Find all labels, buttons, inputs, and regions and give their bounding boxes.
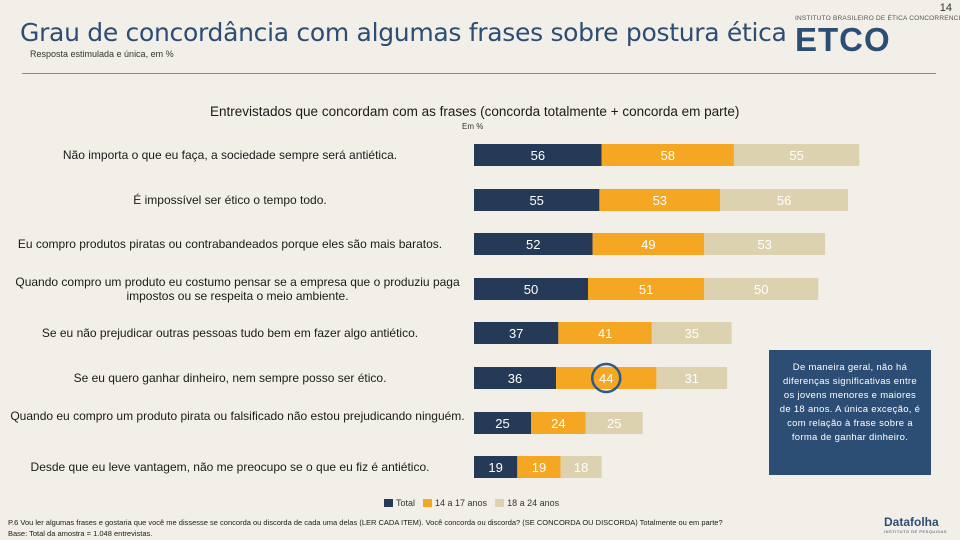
data-label-18-a-24-anos-3: 53 bbox=[757, 237, 771, 252]
category-label-6: Se eu quero ganhar dinheiro, nem sempre … bbox=[73, 371, 387, 385]
data-label-total-8: 19 bbox=[488, 460, 502, 475]
category-label-7: Quando eu compro um produto pirata ou fa… bbox=[10, 409, 465, 423]
chart-title: Entrevistados que concordam com as frase… bbox=[210, 104, 740, 119]
bar-total-3 bbox=[474, 233, 593, 255]
bar-14-a-17-anos-1 bbox=[601, 144, 734, 166]
bar-total-5 bbox=[474, 322, 559, 344]
data-label-total-1: 56 bbox=[531, 148, 545, 163]
etco-logo-word: ETCO bbox=[795, 21, 891, 58]
data-label-total-6: 36 bbox=[508, 371, 522, 386]
legend-item-14-17: 14 a 17 anos bbox=[423, 498, 487, 508]
legend-label-18-24: 18 a 24 anos bbox=[507, 498, 560, 508]
highlight-circle bbox=[590, 362, 622, 394]
bar-14-a-17-anos-3 bbox=[592, 233, 705, 255]
category-label-8: Desde que eu leve vantagem, não me preoc… bbox=[30, 460, 430, 474]
bar-18-a-24-anos-6 bbox=[656, 367, 728, 389]
bar-14-a-17-anos-7 bbox=[531, 412, 586, 434]
data-label-14-a-17-anos-3: 49 bbox=[641, 237, 655, 252]
chart-unit: Em % bbox=[462, 122, 484, 131]
bar-18-a-24-anos-5 bbox=[651, 322, 732, 344]
bar-total-1 bbox=[474, 144, 602, 166]
bar-18-a-24-anos-1 bbox=[733, 144, 860, 166]
legend-label-14-17: 14 a 17 anos bbox=[435, 498, 488, 508]
footnote-base: Base: Total da amostra = 1.048 entrevist… bbox=[8, 529, 153, 538]
category-label-5: Se eu não prejudicar outras pessoas tudo… bbox=[41, 326, 419, 340]
bar-total-6 bbox=[474, 367, 557, 389]
data-label-14-a-17-anos-5: 41 bbox=[598, 326, 612, 341]
bar-total-2 bbox=[474, 189, 600, 211]
legend-swatch-18-24 bbox=[495, 499, 505, 507]
legend-label-total: Total bbox=[396, 498, 416, 508]
data-label-18-a-24-anos-8: 18 bbox=[574, 460, 588, 475]
data-label-14-a-17-anos-4: 51 bbox=[639, 282, 653, 297]
chart-legend: Total 14 a 17 anos 18 a 24 anos bbox=[384, 498, 559, 508]
page-subtitle: Resposta estimulada e única, em % bbox=[30, 49, 174, 59]
bar-total-8 bbox=[474, 456, 518, 478]
bar-14-a-17-anos-5 bbox=[558, 322, 652, 344]
data-label-18-a-24-anos-4: 50 bbox=[754, 282, 768, 297]
legend-item-total: Total bbox=[384, 498, 415, 508]
footnote: P.6 Vou ler algumas frases e gostaria qu… bbox=[8, 517, 723, 539]
data-label-14-a-17-anos-1: 58 bbox=[661, 148, 675, 163]
datafolha-logo-name: Datafolha bbox=[884, 515, 939, 529]
header-divider bbox=[22, 73, 936, 74]
data-label-14-a-17-anos-7: 24 bbox=[551, 416, 565, 431]
bar-14-a-17-anos-8 bbox=[517, 456, 561, 478]
data-label-total-3: 52 bbox=[526, 237, 540, 252]
etco-logo: INSTITUTO BRASILEIRO DE ÉTICA CONCORRENC… bbox=[795, 15, 960, 65]
data-label-18-a-24-anos-5: 35 bbox=[685, 326, 699, 341]
bar-14-a-17-anos-2 bbox=[599, 189, 721, 211]
category-label-4: Quando compro um produto eu costumo pens… bbox=[15, 275, 460, 303]
legend-item-18-24: 18 a 24 anos bbox=[495, 498, 559, 508]
etco-logo-caption: INSTITUTO BRASILEIRO DE ÉTICA CONCORRENC… bbox=[795, 15, 960, 22]
data-label-total-2: 55 bbox=[529, 193, 543, 208]
datafolha-logo: Datafolha INSTITUTO DE PESQUISAS bbox=[884, 515, 947, 534]
legend-swatch-14-17 bbox=[423, 499, 433, 507]
data-label-14-a-17-anos-6: 44 bbox=[599, 371, 613, 386]
bar-18-a-24-anos-2 bbox=[720, 189, 848, 211]
legend-swatch-total bbox=[384, 499, 393, 507]
data-label-18-a-24-anos-2: 56 bbox=[777, 193, 791, 208]
bar-total-7 bbox=[474, 412, 531, 434]
data-label-18-a-24-anos-1: 55 bbox=[789, 148, 803, 163]
category-label-1: Não importa o que eu faça, a sociedade s… bbox=[62, 148, 398, 162]
category-label-2: É impossível ser ético o tempo todo. bbox=[133, 193, 327, 207]
bar-18-a-24-anos-8 bbox=[560, 456, 602, 478]
datafolha-logo-sub: INSTITUTO DE PESQUISAS bbox=[884, 529, 947, 534]
bar-18-a-24-anos-4 bbox=[704, 278, 819, 300]
data-label-18-a-24-anos-6: 31 bbox=[685, 371, 699, 386]
bar-18-a-24-anos-3 bbox=[704, 233, 826, 255]
bar-18-a-24-anos-7 bbox=[585, 412, 643, 434]
bar-14-a-17-anos-4 bbox=[588, 278, 705, 300]
page-number: 14 bbox=[939, 2, 952, 14]
bar-total-4 bbox=[474, 278, 588, 300]
data-label-total-5: 37 bbox=[509, 326, 523, 341]
data-label-14-a-17-anos-2: 53 bbox=[653, 193, 667, 208]
bar-14-a-17-anos-6 bbox=[556, 367, 657, 389]
data-label-total-4: 50 bbox=[524, 282, 538, 297]
page-title: Grau de concordância com algumas frases … bbox=[20, 18, 787, 47]
data-label-18-a-24-anos-7: 25 bbox=[607, 416, 621, 431]
category-label-3: Eu compro produtos piratas ou contraband… bbox=[17, 237, 443, 251]
footnote-question: P.6 Vou ler algumas frases e gostaria qu… bbox=[8, 518, 723, 527]
callout-box: De maneira geral, não há diferenças sign… bbox=[769, 350, 931, 475]
data-label-14-a-17-anos-8: 19 bbox=[532, 460, 546, 475]
data-label-total-7: 25 bbox=[495, 416, 509, 431]
